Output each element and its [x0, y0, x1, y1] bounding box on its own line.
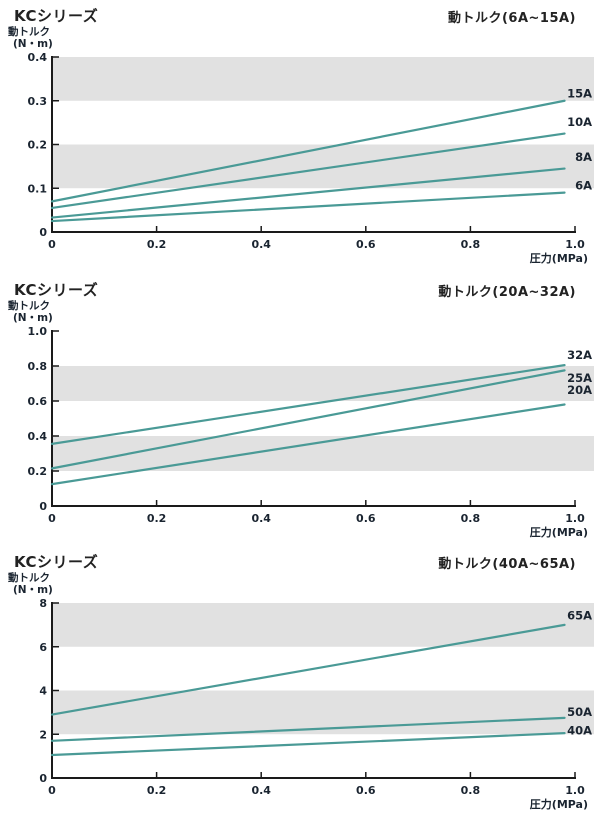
line-label-65A: 65A [567, 609, 592, 623]
torque-chart-40a-65a: 0 0.2 0.4 0.6 0.8 1.0 0 2 4 6 8 圧力(MPa) 65A 50A 40A [39, 597, 594, 811]
x-tick-label: 1.0 [565, 238, 585, 251]
y-tick-label: 4 [39, 685, 47, 698]
series-family-title: KCシリーズ [14, 281, 99, 299]
line-label-50A: 50A [567, 705, 592, 719]
grid-band [53, 366, 594, 401]
x-tick-label: 0.8 [461, 238, 481, 251]
x-tick-label: 0.8 [461, 784, 481, 797]
line-label-6A: 6A [575, 179, 592, 193]
y-tick-label: 0.4 [28, 51, 48, 64]
y-tick-label: 0 [39, 772, 47, 785]
y-axis-title: 動トルク [8, 300, 50, 312]
y-tick-label: 0.1 [28, 182, 48, 195]
chart-title: 動トルク(6A~15A) [447, 11, 576, 26]
line-10A [50, 132, 566, 210]
x-axis-title: 圧力(MPa) [530, 797, 588, 811]
line-label-40A: 40A [567, 723, 592, 737]
chart-block-6a-15a: KCシリーズ 動トルク(6A~15A) 動トルク (N・m) 0 0.2 0.4 0.… [0, 0, 602, 272]
x-tick-label: 0.4 [251, 238, 271, 251]
chart-block-40a-65a: KCシリーズ 動トルク(40A~65A) 動トルク (N・m) 0 0.2 0.4 0… [0, 546, 602, 818]
x-tick-label: 0.4 [251, 784, 271, 797]
y-tick-label: 0.4 [28, 430, 48, 443]
series-family-title: KCシリーズ [14, 7, 99, 25]
line-25A [50, 369, 566, 470]
y-tick-label: 0.6 [28, 395, 48, 408]
grid-band [53, 57, 594, 101]
x-tick-label: 0 [48, 784, 56, 797]
line-32A [50, 364, 566, 445]
y-axis-title: 動トルク [8, 572, 50, 584]
chart-title: 動トルク(40A~65A) [438, 557, 576, 572]
x-tick-label: 0.6 [356, 238, 376, 251]
line-label-25A: 25A [567, 371, 592, 385]
x-tick-label: 0 [48, 512, 56, 525]
y-axis-units: (N・m) [13, 584, 53, 596]
chart-block-20a-32a: KCシリーズ 動トルク(20A~32A) 動トルク (N・m) 0 0.2 0.4 0… [0, 274, 602, 546]
line-label-20A: 20A [567, 383, 592, 397]
x-tick-label: 0 [48, 238, 56, 251]
x-tick-label: 0.4 [251, 512, 271, 525]
grid-band [53, 144, 594, 189]
line-50A [50, 716, 566, 742]
line-65A [50, 623, 566, 716]
y-tick-label: 0.8 [28, 360, 48, 373]
line-label-10A: 10A [567, 115, 592, 129]
y-axis-title: 動トルク [8, 26, 50, 38]
y-tick-label: 0.3 [28, 95, 48, 108]
y-tick-label: 1.0 [28, 325, 48, 338]
chart-title: 動トルク(20A~32A) [438, 285, 576, 300]
line-40A [50, 732, 566, 757]
x-tick-label: 1.0 [565, 512, 585, 525]
x-axis-title: 圧力(MPa) [530, 525, 588, 539]
y-tick-label: 6 [39, 641, 47, 654]
x-tick-label: 0.8 [461, 512, 481, 525]
line-6A [50, 191, 566, 223]
y-tick-label: 0.2 [28, 465, 48, 478]
torque-chart-20a-32a: 0 0.2 0.4 0.6 0.8 1.000.20.40.60.81.0圧力(MPa)3… [28, 325, 594, 539]
grid-band [53, 603, 594, 647]
torque-chart-6a-15a: 0 0.2 0.4 0.6 0.8 1.0 0 0.1 0.2 0.3 0.4 圧力(MPa) 15A 1… [28, 51, 594, 265]
series-family-title: KCシリーズ [14, 553, 99, 571]
line-label-8A: 8A [575, 150, 592, 164]
line-label-15A: 15A [567, 87, 592, 101]
y-axis-units: (N・m) [13, 38, 53, 50]
x-tick-label: 0.2 [147, 238, 167, 251]
y-tick-label: 0 [39, 226, 47, 239]
y-tick-label: 2 [39, 728, 47, 741]
x-tick-label: 0.6 [356, 512, 376, 525]
y-tick-label: 0.2 [28, 139, 48, 152]
y-tick-label: 8 [39, 597, 47, 610]
line-8A [50, 167, 566, 219]
x-tick-label: 0.6 [356, 784, 376, 797]
line-label-32A: 32A [567, 348, 592, 362]
line-15A [50, 99, 566, 203]
line-20A [50, 403, 566, 486]
y-tick-label: 0 [39, 500, 47, 513]
x-tick-label: 0.2 [147, 512, 167, 525]
x-axis-title: 圧力(MPa) [530, 251, 588, 265]
x-tick-label: 0.2 [147, 784, 167, 797]
y-axis-units: (N・m) [13, 312, 53, 324]
x-tick-label: 1.0 [565, 784, 585, 797]
